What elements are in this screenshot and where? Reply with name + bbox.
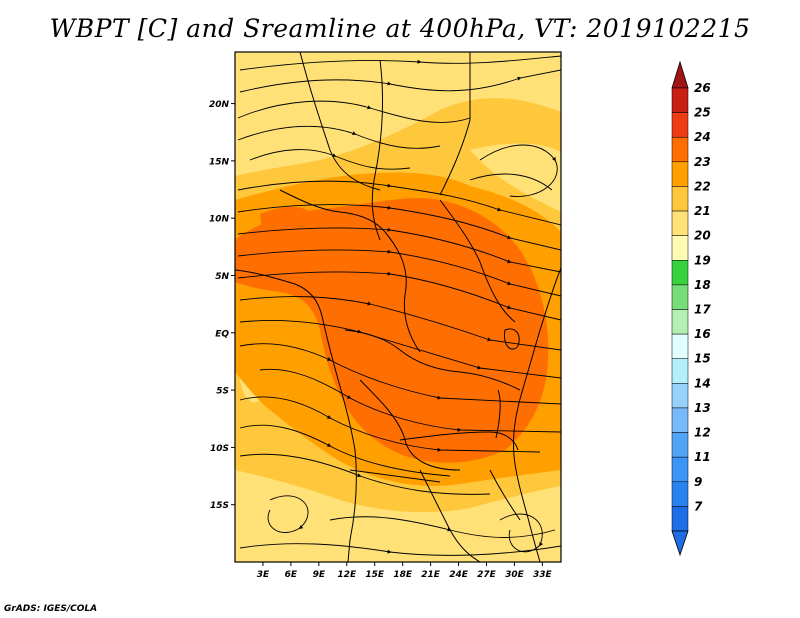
border bbox=[299, 52, 381, 191]
border bbox=[399, 431, 519, 451]
border bbox=[489, 469, 521, 521]
border bbox=[344, 329, 521, 391]
border bbox=[371, 59, 383, 241]
axis-labels: 20N 15N 10N 5N EQ 5S 10S 15S 3E 6E 9E 12E 15E 18E 21E 2… bbox=[209, 100, 553, 580]
lon-tick-label: 21E bbox=[421, 570, 441, 580]
coastlines-borders bbox=[235, 52, 561, 562]
colorbar-label: 22 bbox=[694, 179, 711, 193]
streamline bbox=[239, 55, 561, 71]
map-title: WBPT [C] and Sreamline at 400hPa, VT: 20… bbox=[49, 14, 751, 43]
lat-tick-label: 15N bbox=[209, 157, 230, 167]
colorbar-swatch bbox=[671, 506, 689, 532]
lat-tick-label: 5S bbox=[216, 387, 229, 397]
border bbox=[439, 199, 516, 323]
colorbar-label: 26 bbox=[694, 81, 711, 95]
lat-tick-label: 20N bbox=[209, 100, 230, 110]
colorbar-swatch bbox=[671, 112, 689, 138]
border bbox=[439, 52, 471, 196]
streamline bbox=[237, 204, 561, 251]
colorbar-swatch bbox=[671, 284, 689, 310]
lon-tick-label: 15E bbox=[365, 570, 385, 580]
lake bbox=[495, 389, 501, 439]
colorbar-label: 17 bbox=[694, 303, 711, 317]
streamline bbox=[237, 180, 561, 226]
colorbar-swatch bbox=[671, 87, 689, 113]
coastline-east-africa bbox=[513, 267, 561, 562]
lon-tick-label: 33E bbox=[533, 570, 553, 580]
map-panel bbox=[235, 52, 561, 562]
streamlines bbox=[237, 55, 561, 556]
colorbar-label: 25 bbox=[694, 106, 711, 120]
lon-tick-label: 9E bbox=[313, 570, 326, 580]
streamline bbox=[249, 149, 411, 170]
colorbar-label: 14 bbox=[694, 376, 711, 390]
streamline bbox=[239, 69, 561, 93]
colorbar-label: 7 bbox=[694, 499, 703, 513]
colorbar-swatch bbox=[671, 407, 689, 433]
colorbar-top-arrow bbox=[671, 60, 689, 89]
lon-tick-label: 30E bbox=[505, 570, 525, 580]
colorbar-swatch bbox=[671, 432, 689, 458]
colorbar-swatch bbox=[671, 481, 689, 507]
colorbar: 26 25 24 23 22 21 20 19 18 17 16 15 14 13 12 11 9 7 bbox=[671, 60, 711, 557]
lon-tick-label: 27E bbox=[477, 570, 497, 580]
colorbar-swatch bbox=[671, 309, 689, 335]
colorbar-swatch bbox=[671, 210, 689, 236]
streamline bbox=[469, 173, 553, 191]
streamline bbox=[239, 343, 561, 405]
map-frame bbox=[234, 51, 562, 563]
colorbar-label: 21 bbox=[694, 204, 711, 218]
streamline bbox=[499, 513, 544, 553]
colorbar-label: 18 bbox=[694, 278, 711, 292]
streamline bbox=[239, 424, 451, 477]
streamline bbox=[237, 125, 441, 149]
lat-tick-label: 10N bbox=[209, 215, 230, 225]
colorbar-label: 9 bbox=[694, 475, 702, 489]
colorbar-swatch bbox=[671, 186, 689, 212]
border bbox=[384, 231, 421, 353]
colorbar-label: 23 bbox=[694, 155, 711, 169]
coastline-west-africa bbox=[235, 269, 357, 562]
border bbox=[279, 189, 386, 233]
colorbar-label: 20 bbox=[694, 229, 711, 243]
border bbox=[349, 469, 441, 483]
colorbar-label: 13 bbox=[694, 401, 711, 415]
lat-tick-label: 10S bbox=[210, 444, 229, 454]
colorbar-swatch bbox=[671, 161, 689, 187]
lon-tick-label: 6E bbox=[285, 570, 298, 580]
colorbar-swatch bbox=[671, 333, 689, 359]
streamline bbox=[239, 453, 491, 495]
streamline bbox=[237, 100, 471, 123]
credit-label: GrADS: IGES/COLA bbox=[4, 604, 98, 614]
lat-tick-label: EQ bbox=[215, 329, 229, 339]
colorbar-label: 16 bbox=[694, 327, 711, 341]
colorbar-swatch bbox=[671, 235, 689, 261]
streamline bbox=[239, 543, 561, 556]
lake bbox=[503, 328, 520, 350]
streamline bbox=[239, 396, 541, 453]
colorbar-swatch bbox=[671, 136, 689, 163]
colorbar-label: 24 bbox=[694, 130, 711, 144]
streamline bbox=[237, 271, 561, 321]
colorbar-swatch bbox=[671, 358, 689, 384]
colorbar-label: 15 bbox=[694, 352, 711, 366]
colorbar-bottom-arrow bbox=[671, 530, 689, 557]
colorbar-swatch bbox=[671, 260, 689, 286]
colorbar-label: 11 bbox=[694, 450, 711, 464]
streamline bbox=[479, 144, 558, 197]
colorbar-swatch bbox=[671, 456, 689, 483]
colorbar-label: 12 bbox=[694, 426, 711, 440]
lat-tick-label: 5N bbox=[215, 272, 229, 282]
streamline bbox=[267, 495, 309, 533]
colorbar-swatch bbox=[671, 383, 689, 409]
border bbox=[359, 379, 461, 471]
lon-tick-label: 3E bbox=[257, 570, 270, 580]
lon-tick-label: 12E bbox=[337, 570, 357, 580]
colorbar-label: 19 bbox=[694, 253, 711, 267]
lat-tick-label: 15S bbox=[210, 501, 229, 511]
lon-tick-label: 18E bbox=[393, 570, 413, 580]
border bbox=[419, 469, 481, 562]
lon-tick-label: 24E bbox=[449, 570, 469, 580]
